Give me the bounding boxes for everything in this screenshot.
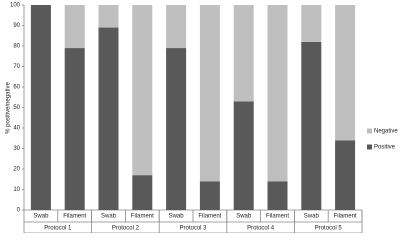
y-tick-label: 0 (17, 208, 21, 214)
group-label: Protocol 5 (315, 226, 343, 232)
chart: % positive/negative 0 10 20 30 40 50 60 70 80 90 1… (6, 3, 398, 233)
y-tick-label: 60 (13, 85, 20, 91)
group-label: Protocol 1 (44, 226, 72, 232)
y-tick-label: 20 (13, 167, 20, 173)
x-tick-label: Filament (334, 214, 357, 220)
group-label: Protocol 4 (247, 226, 275, 232)
bar-segment (301, 41, 322, 211)
y-tick-label: 100 (10, 3, 21, 9)
bar-segment (166, 48, 187, 210)
bar-segment (301, 5, 322, 42)
bar-segment (233, 101, 254, 210)
x-tick-label: Swab (236, 214, 252, 220)
x-tick-label: Swab (169, 214, 185, 220)
bar-segment (233, 5, 254, 102)
x-tick-label: Swab (33, 214, 49, 220)
bar-segment (98, 5, 119, 28)
bar-segment (132, 5, 153, 176)
bar-segment (166, 5, 187, 49)
y-tick-label: 10 (13, 187, 20, 193)
bar-segment (132, 175, 153, 210)
group-label: Protocol 3 (179, 226, 207, 232)
bar-segment (267, 5, 288, 182)
x-tick-label: Swab (304, 214, 320, 220)
y-tick-label: 50 (13, 105, 20, 111)
legend-label: Negative (374, 129, 398, 135)
y-tick-label: 30 (13, 146, 20, 152)
y-tick-label: 90 (13, 23, 20, 29)
bar-segment (335, 140, 356, 210)
legend-label: Positive (374, 145, 396, 151)
bar-segment (98, 27, 119, 210)
x-tick-label: Filament (131, 214, 154, 220)
bar-segment (64, 5, 85, 49)
bar-segment (64, 48, 85, 210)
bar-segment (335, 5, 356, 141)
bar-segment (199, 181, 220, 210)
x-tick-label: Filament (198, 214, 221, 220)
y-tick-label: 40 (13, 126, 20, 132)
y-tick-label: 70 (13, 64, 20, 70)
y-tick-label: 80 (13, 44, 20, 50)
legend-swatch (367, 128, 372, 134)
bar-segment (30, 5, 51, 210)
y-axis-label: % positive/negative (6, 81, 12, 133)
x-tick-label: Filament (266, 214, 289, 220)
legend-swatch (367, 144, 372, 150)
x-tick-label: Swab (101, 214, 117, 220)
bar-segment (267, 181, 288, 210)
group-label: Protocol 2 (112, 226, 140, 232)
bar-segment (199, 5, 220, 182)
x-tick-label: Filament (63, 214, 86, 220)
